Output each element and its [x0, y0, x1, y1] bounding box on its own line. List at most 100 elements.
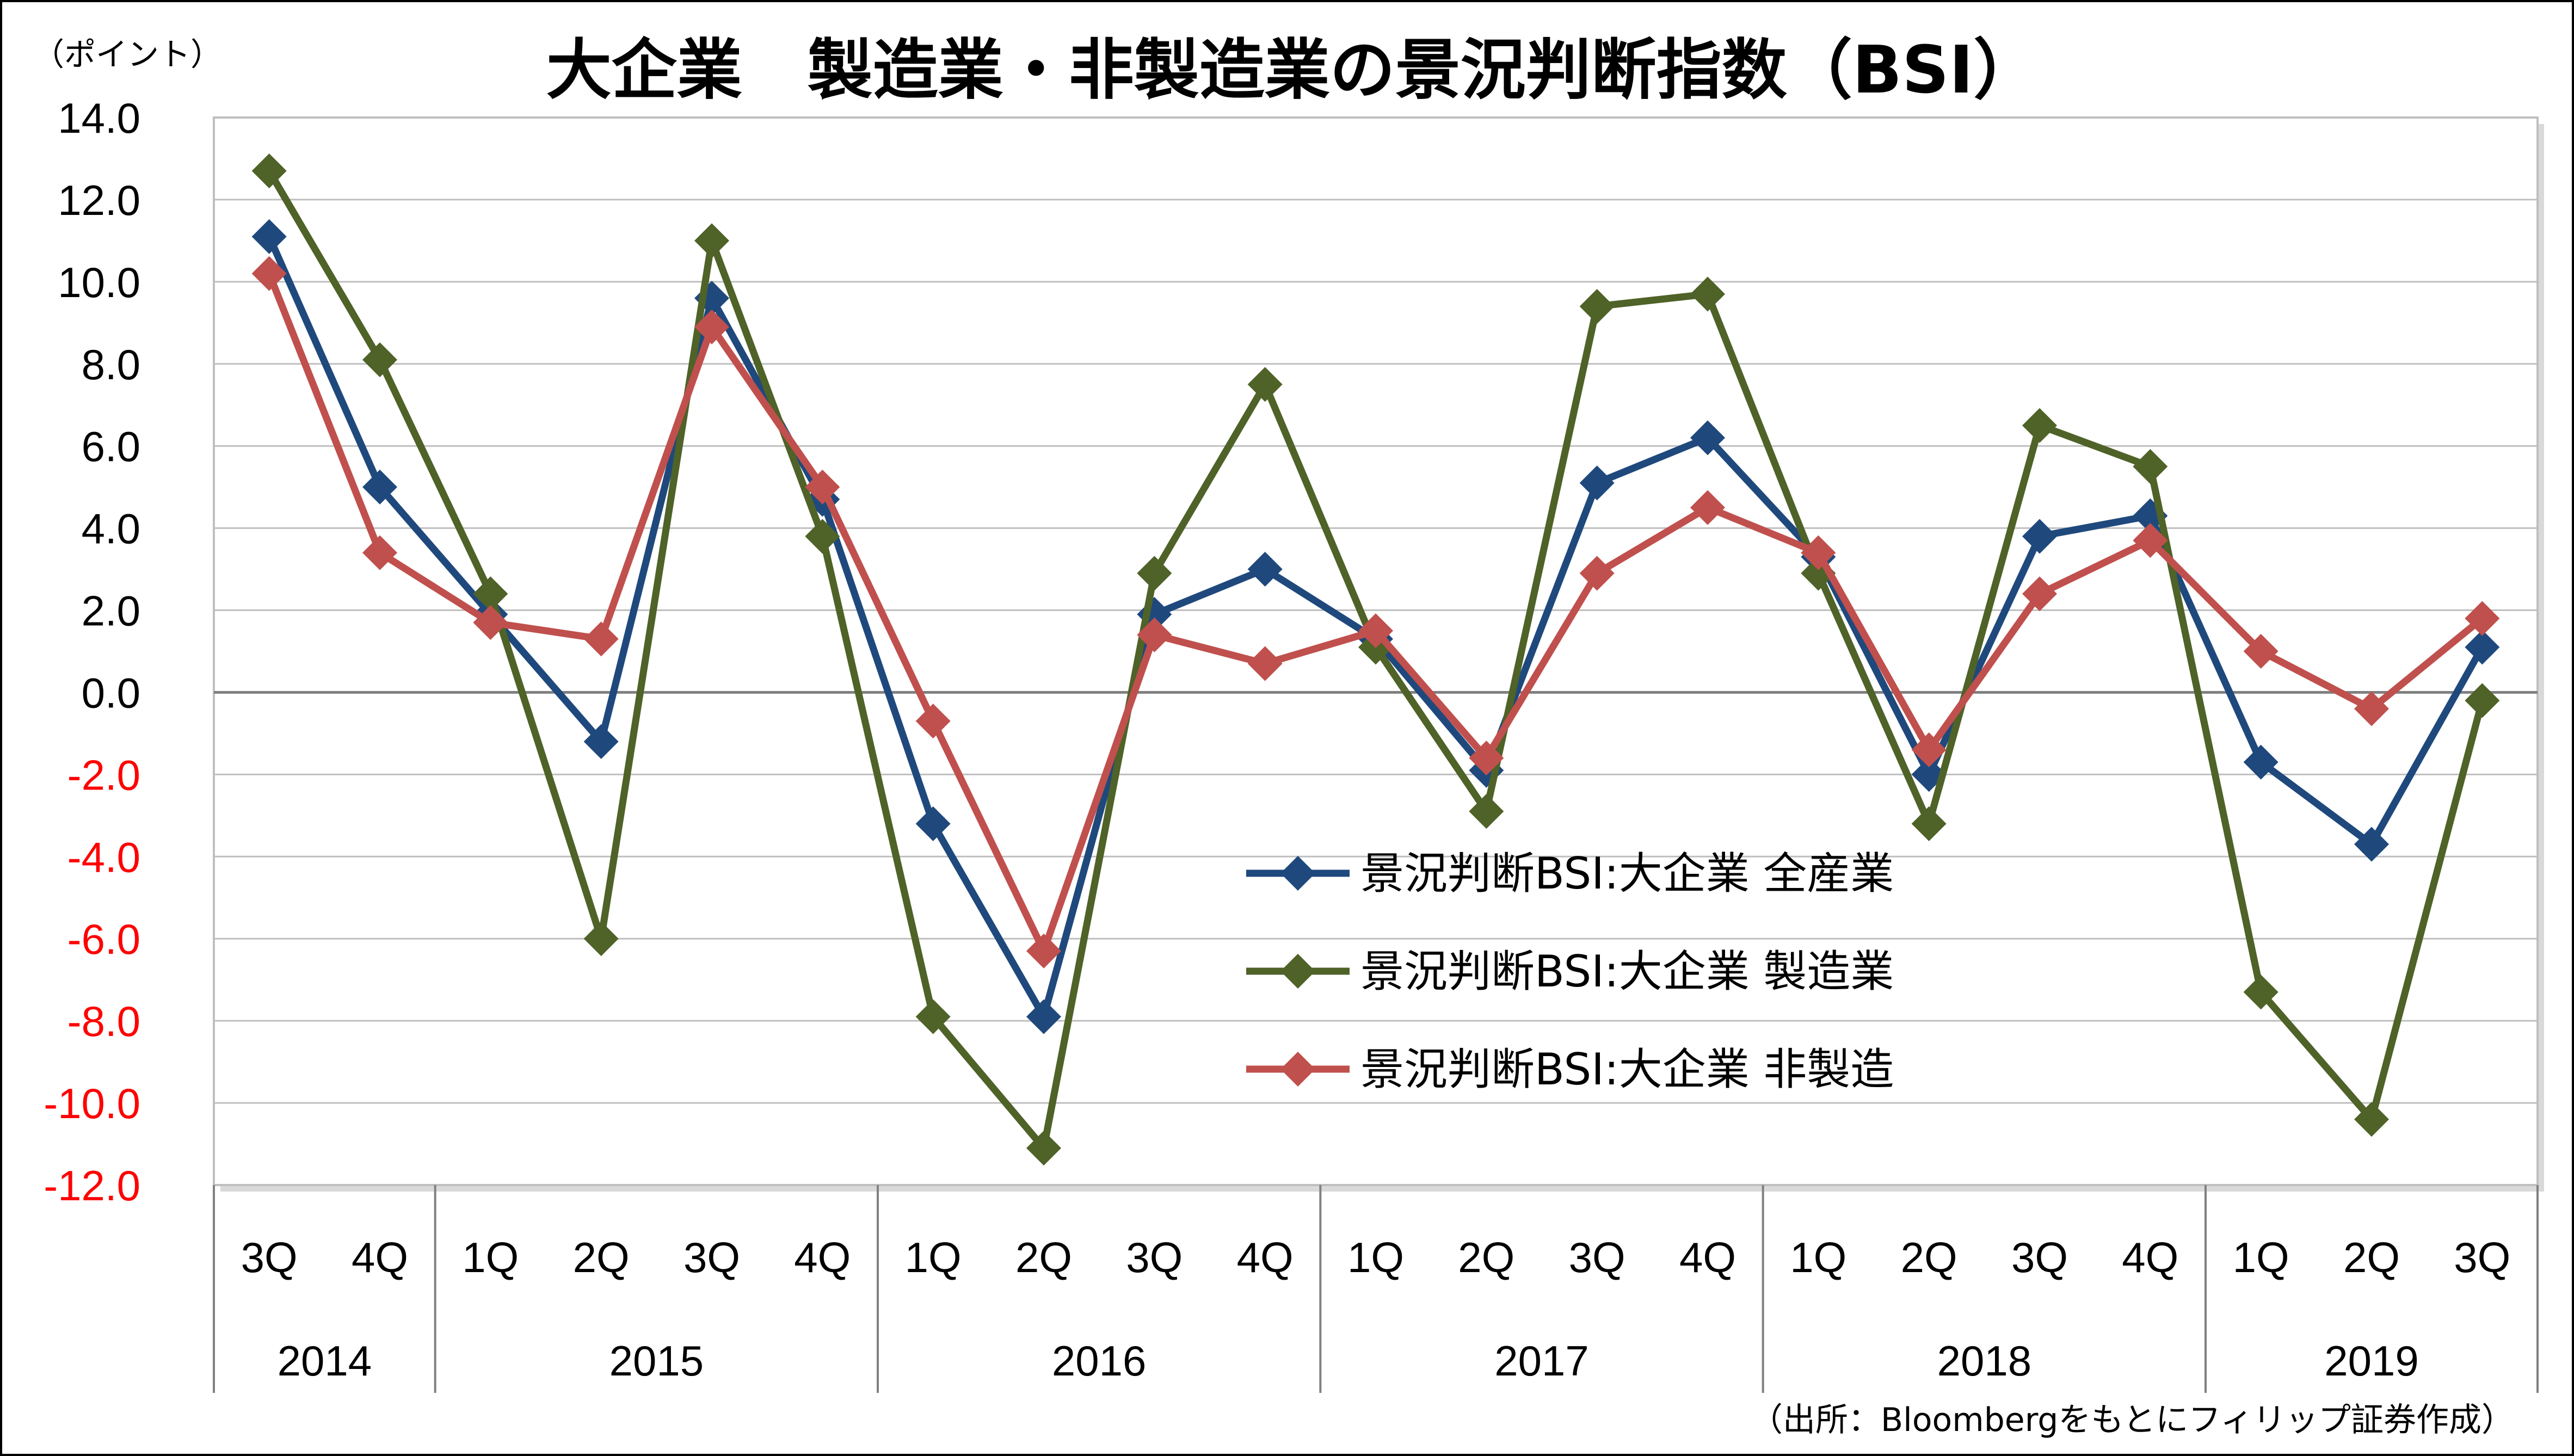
x-tick-label: 1Q — [2233, 1233, 2289, 1281]
data-point — [1690, 490, 1725, 525]
data-point — [2022, 576, 2057, 612]
x-tick-label: 1Q — [462, 1233, 519, 1281]
y-unit-label: （ポイント） — [33, 36, 222, 73]
data-point — [1026, 933, 1061, 968]
data-point — [805, 470, 840, 505]
data-point — [362, 535, 397, 570]
x-tick-label: 2Q — [1458, 1233, 1514, 1281]
data-point — [915, 806, 951, 841]
x-tick-label: 1Q — [1347, 1233, 1404, 1281]
year-label: 2015 — [609, 1337, 704, 1385]
y-tick-label: 8.0 — [82, 341, 140, 388]
y-tick-label: 4.0 — [82, 505, 140, 553]
data-point — [2022, 519, 2057, 554]
data-point — [1579, 289, 1615, 324]
data-point — [2243, 974, 2279, 1010]
y-tick-label: 12.0 — [58, 176, 140, 224]
data-point — [2354, 691, 2389, 726]
data-point — [1137, 617, 1172, 652]
data-point — [694, 309, 729, 344]
data-point — [1911, 732, 1947, 768]
data-point — [362, 470, 397, 505]
x-tick-label: 2Q — [573, 1233, 630, 1281]
data-point — [2465, 630, 2500, 665]
data-point — [583, 724, 619, 760]
data-point — [1579, 465, 1615, 501]
data-point — [473, 576, 508, 612]
data-point — [1358, 613, 1393, 649]
year-label: 2017 — [1494, 1337, 1589, 1385]
data-point — [583, 921, 619, 957]
data-point — [2354, 826, 2389, 862]
data-point — [1247, 552, 1283, 587]
legend-swatch-marker — [1280, 954, 1315, 989]
data-point — [2133, 523, 2168, 558]
legend-label: 景況判断BSI:大企業 全産業 — [1360, 848, 1894, 899]
year-label: 2019 — [2324, 1337, 2419, 1385]
legend-swatch-marker — [1280, 1052, 1315, 1087]
data-point — [1247, 646, 1283, 681]
y-tick-label: 0.0 — [82, 669, 140, 717]
y-tick-label: -4.0 — [67, 833, 140, 881]
x-tick-label: 3Q — [2454, 1233, 2510, 1281]
source-note: （出所：Bloombergをもとにフィリップ証券作成） — [1750, 1401, 2514, 1439]
data-point — [1579, 556, 1615, 591]
data-point — [2243, 744, 2279, 780]
legend-item: 景況判断BSI:大企業 全産業 — [1246, 848, 1894, 899]
data-point — [2133, 449, 2168, 484]
data-point — [362, 342, 397, 378]
data-point — [251, 153, 287, 189]
data-point — [694, 223, 729, 258]
data-point — [1690, 420, 1725, 455]
data-point — [251, 256, 287, 291]
data-point — [251, 219, 287, 254]
y-tick-label: 10.0 — [58, 258, 140, 306]
y-tick-label: -10.0 — [44, 1079, 140, 1127]
x-tick-label: 2Q — [2343, 1233, 2400, 1281]
data-point — [473, 605, 508, 640]
y-tick-label: -6.0 — [67, 915, 140, 963]
y-tick-label: -8.0 — [67, 997, 140, 1045]
data-point — [2465, 601, 2500, 636]
data-point — [1026, 999, 1061, 1034]
data-point — [2022, 408, 2057, 443]
x-tick-label: 3Q — [1569, 1233, 1625, 1281]
y-tick-label: -2.0 — [67, 751, 140, 799]
legend-item: 景況判断BSI:大企業 製造業 — [1246, 946, 1894, 997]
data-point — [1247, 367, 1283, 402]
data-point — [915, 704, 951, 739]
data-point — [1801, 535, 1836, 570]
data-point — [2465, 683, 2500, 718]
data-point — [915, 999, 951, 1034]
legend-label: 景況判断BSI:大企業 非製造 — [1360, 1044, 1894, 1095]
data-point — [1469, 741, 1504, 776]
chart-title: 大企業 製造業・非製造業の景況判断指数（BSI） — [546, 33, 2039, 108]
data-point — [1137, 556, 1172, 591]
data-point — [2243, 634, 2279, 669]
x-tick-label: 4Q — [1679, 1233, 1736, 1281]
legend-swatch-marker — [1280, 856, 1315, 891]
series-group — [251, 153, 2500, 1166]
x-tick-label: 3Q — [1126, 1233, 1183, 1281]
y-axis-ticks: 14.0 12.0 10.0 8.0 6.0 4.0 2.0 0.0 -2.0 -4.0 -6.0 -… — [44, 94, 140, 1210]
x-tick-label: 3Q — [683, 1233, 740, 1281]
x-tick-label: 4Q — [2122, 1233, 2178, 1281]
x-tick-label: 2Q — [1015, 1233, 1072, 1281]
data-point — [583, 621, 619, 657]
x-tick-label: 1Q — [905, 1233, 962, 1281]
y-tick-label: 6.0 — [82, 423, 140, 471]
x-tick-label: 2Q — [1901, 1233, 1957, 1281]
x-tick-label: 4Q — [352, 1233, 408, 1281]
legend-label: 景況判断BSI:大企業 製造業 — [1360, 946, 1894, 997]
year-label: 2016 — [1052, 1337, 1147, 1385]
x-tick-label: 3Q — [241, 1233, 298, 1281]
series-3 — [251, 256, 2500, 968]
data-point — [1469, 794, 1504, 829]
y-tick-label: 2.0 — [82, 587, 140, 635]
year-label: 2014 — [278, 1337, 372, 1385]
data-point — [805, 519, 840, 554]
year-label: 2018 — [1937, 1337, 2032, 1385]
data-point — [1911, 806, 1947, 841]
